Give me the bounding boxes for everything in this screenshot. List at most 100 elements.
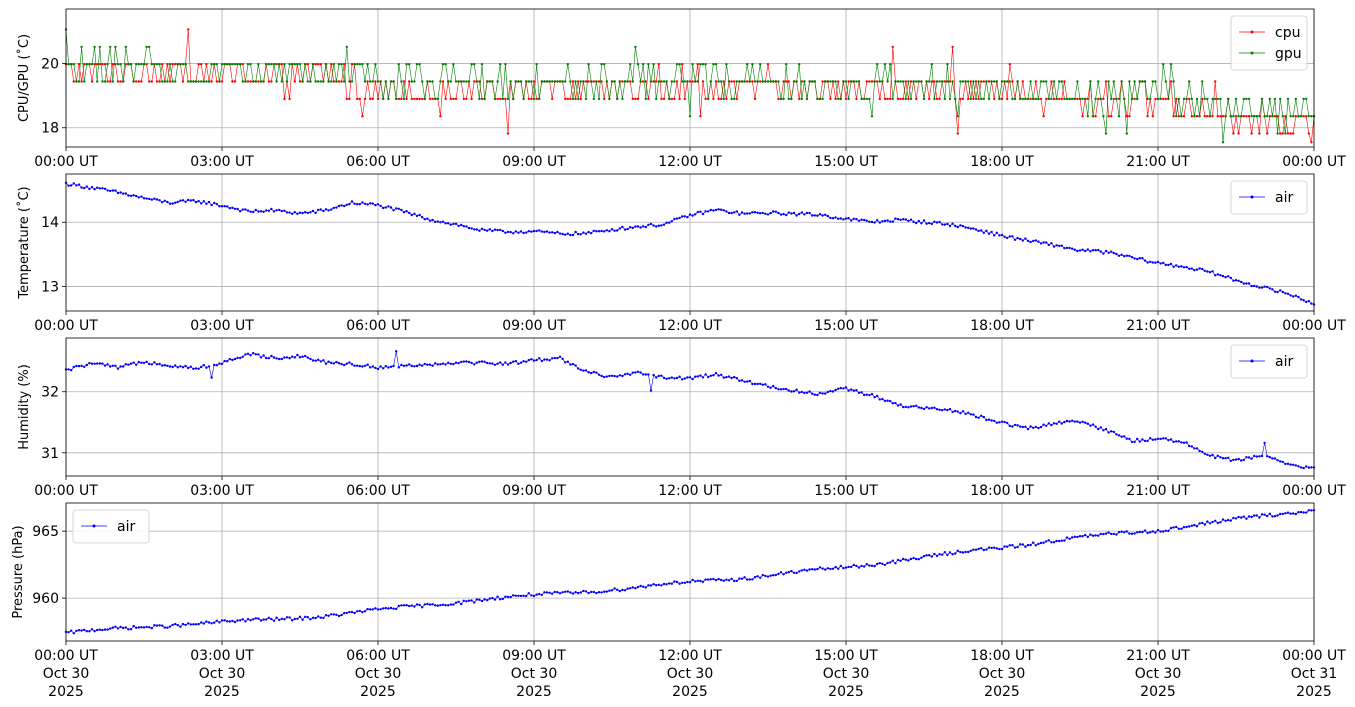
data-point <box>629 62 632 66</box>
data-point <box>1219 115 1222 118</box>
data-point <box>829 97 832 101</box>
data-point <box>384 80 387 83</box>
data-point <box>280 62 283 66</box>
data-point <box>179 62 182 66</box>
data-point <box>447 361 450 364</box>
data-point <box>114 62 117 66</box>
data-point <box>1266 115 1269 118</box>
data-point <box>683 215 686 218</box>
data-point <box>231 619 234 623</box>
data-point <box>959 224 962 227</box>
data-point <box>917 219 920 223</box>
data-point <box>652 62 655 66</box>
data-point <box>946 553 949 557</box>
data-point <box>686 580 689 584</box>
data-point <box>249 62 252 66</box>
data-point <box>876 394 879 398</box>
data-point <box>870 392 874 396</box>
data-point <box>137 360 140 364</box>
data-point <box>657 224 660 227</box>
data-point <box>122 80 125 83</box>
data-point <box>1047 422 1051 425</box>
data-point <box>1003 235 1006 238</box>
data-point <box>171 365 174 369</box>
data-point <box>361 115 364 118</box>
data-point <box>1110 97 1113 101</box>
data-point <box>148 80 151 83</box>
data-point <box>1136 437 1139 441</box>
data-point <box>1003 80 1006 83</box>
data-point <box>930 62 933 66</box>
data-point <box>392 364 395 368</box>
data-point <box>140 80 143 83</box>
data-point <box>202 622 205 625</box>
data-point <box>678 62 681 66</box>
data-point <box>1289 115 1292 118</box>
data-point <box>852 563 855 567</box>
data-point <box>961 551 965 554</box>
data-point <box>649 584 653 587</box>
data-point <box>922 555 926 558</box>
data-point <box>938 553 941 556</box>
data-point <box>153 62 156 66</box>
data-point <box>83 365 86 368</box>
data-point <box>348 80 351 83</box>
data-point <box>935 408 939 411</box>
data-point <box>1221 141 1225 144</box>
data-point <box>246 209 250 212</box>
data-point <box>826 390 829 394</box>
data-point <box>673 97 676 101</box>
data-point <box>759 80 762 83</box>
data-point <box>1258 132 1261 135</box>
data-point <box>740 379 744 382</box>
data-point <box>722 376 725 379</box>
data-point <box>1042 541 1045 544</box>
data-point <box>1253 454 1256 458</box>
data-point <box>473 601 476 604</box>
data-point <box>756 80 759 83</box>
data-point <box>1120 530 1123 533</box>
data-point <box>103 364 107 367</box>
data-point <box>1208 454 1212 457</box>
x-tick-label: 09:00 UT <box>502 318 566 334</box>
data-point <box>1247 456 1251 459</box>
data-point <box>1136 257 1139 261</box>
data-point <box>119 365 122 368</box>
data-point <box>353 202 356 205</box>
data-point <box>915 80 918 83</box>
data-point <box>790 390 793 393</box>
data-point <box>387 205 390 208</box>
data-point <box>982 415 985 419</box>
data-point <box>1268 287 1272 290</box>
data-point <box>1055 539 1058 543</box>
data-point <box>1214 274 1217 277</box>
data-point <box>673 80 676 83</box>
x-tick-label: 12:00 UT <box>658 318 722 334</box>
data-point <box>402 97 406 101</box>
data-point <box>569 80 572 83</box>
data-point <box>800 97 803 101</box>
x-tick-date: Oct 30 <box>1135 666 1181 682</box>
data-point <box>1177 440 1181 443</box>
data-point <box>1263 285 1266 288</box>
data-point <box>977 80 980 83</box>
data-point <box>860 564 863 568</box>
data-point <box>933 552 936 556</box>
data-point <box>579 368 582 371</box>
data-point <box>475 228 478 231</box>
data-point <box>72 182 76 185</box>
data-point <box>514 80 517 83</box>
data-point <box>956 549 959 552</box>
data-point <box>480 360 484 363</box>
data-point <box>969 80 972 83</box>
data-point <box>1076 249 1079 253</box>
data-point <box>993 80 996 83</box>
data-point <box>990 546 993 550</box>
data-point <box>1006 545 1009 548</box>
data-point <box>701 580 705 583</box>
data-point <box>540 230 543 233</box>
data-point <box>961 410 965 413</box>
data-point <box>77 62 81 66</box>
data-point <box>1097 97 1100 101</box>
